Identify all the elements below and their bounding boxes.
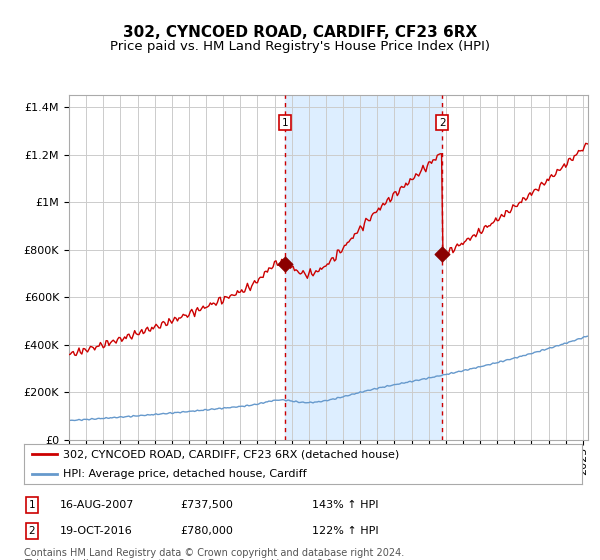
Text: 302, CYNCOED ROAD, CARDIFF, CF23 6RX: 302, CYNCOED ROAD, CARDIFF, CF23 6RX bbox=[123, 25, 477, 40]
Text: HPI: Average price, detached house, Cardiff: HPI: Average price, detached house, Card… bbox=[63, 469, 307, 479]
Text: Price paid vs. HM Land Registry's House Price Index (HPI): Price paid vs. HM Land Registry's House … bbox=[110, 40, 490, 53]
Text: 143% ↑ HPI: 143% ↑ HPI bbox=[312, 500, 379, 510]
Text: 302, CYNCOED ROAD, CARDIFF, CF23 6RX (detached house): 302, CYNCOED ROAD, CARDIFF, CF23 6RX (de… bbox=[63, 449, 400, 459]
Text: £780,000: £780,000 bbox=[180, 526, 233, 536]
Text: 1: 1 bbox=[282, 118, 289, 128]
Text: Contains HM Land Registry data © Crown copyright and database right 2024.
This d: Contains HM Land Registry data © Crown c… bbox=[24, 548, 404, 560]
Text: 2: 2 bbox=[28, 526, 35, 536]
Text: £737,500: £737,500 bbox=[180, 500, 233, 510]
Bar bbox=[285, 95, 442, 440]
Point bbox=[437, 250, 447, 259]
Point bbox=[280, 260, 290, 269]
Text: 2: 2 bbox=[439, 118, 446, 128]
Text: 16-AUG-2007: 16-AUG-2007 bbox=[60, 500, 134, 510]
Text: 1: 1 bbox=[28, 500, 35, 510]
Text: 122% ↑ HPI: 122% ↑ HPI bbox=[312, 526, 379, 536]
Text: 19-OCT-2016: 19-OCT-2016 bbox=[60, 526, 133, 536]
